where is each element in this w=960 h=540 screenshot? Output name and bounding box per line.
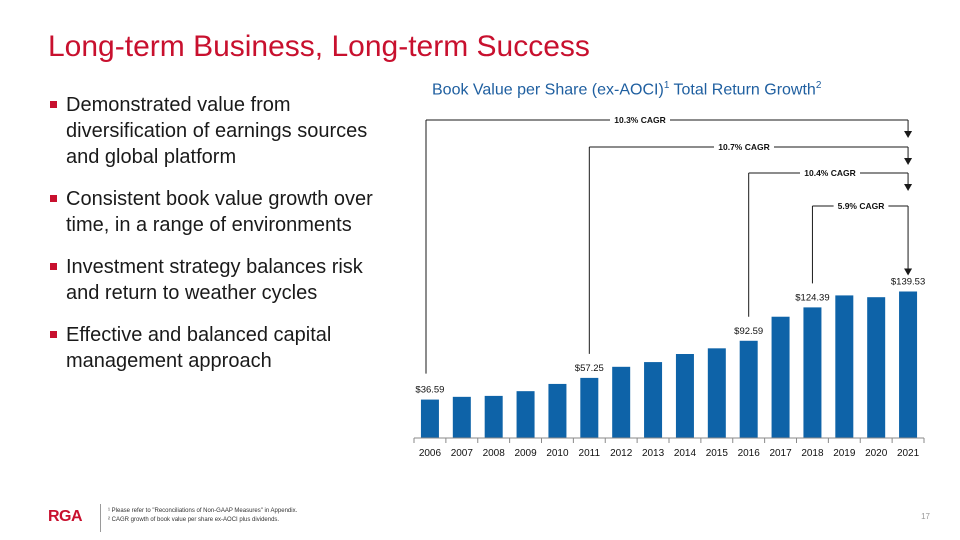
bullet-square-icon: [50, 195, 57, 202]
footnote-ref-2: 2: [815, 80, 822, 91]
bullet-square-icon: [50, 263, 57, 270]
footnotes: ¹ Please refer to "Reconciliations of No…: [108, 507, 297, 525]
down-arrow-icon: [904, 184, 913, 191]
bar-2016: [739, 340, 758, 438]
x-tick-label-2015: 2015: [706, 448, 729, 459]
bullet-text: Investment strategy balances risk and re…: [66, 256, 363, 304]
bullet-item: Demonstrated value from diversification …: [48, 92, 388, 170]
bar-2019: [835, 295, 854, 438]
x-tick-label-2021: 2021: [897, 448, 920, 459]
x-tick-label-2007: 2007: [451, 448, 474, 459]
x-tick-label-2018: 2018: [801, 448, 824, 459]
bar-2011: [580, 377, 599, 438]
bar-2017: [771, 316, 790, 438]
bar-2007: [452, 396, 471, 438]
x-tick-label-2020: 2020: [865, 448, 888, 459]
x-tick-label-2013: 2013: [642, 448, 665, 459]
bullet-text: Effective and balanced capital managemen…: [66, 324, 332, 372]
data-label-2016: $92.59: [734, 326, 763, 337]
cagr-label: 10.7% CAGR: [718, 142, 770, 152]
x-tick-label-2012: 2012: [610, 448, 633, 459]
footnote-1: ¹ Please refer to "Reconciliations of No…: [108, 508, 298, 514]
data-label-2021: $139.53: [891, 276, 925, 287]
bar-2009: [516, 391, 535, 438]
bullet-item: Investment strategy balances risk and re…: [48, 254, 388, 306]
x-tick-label-2017: 2017: [769, 448, 792, 459]
bar-2010: [548, 383, 567, 438]
bar-2013: [644, 362, 663, 438]
x-tick-label-2016: 2016: [738, 448, 761, 459]
down-arrow-icon: [904, 158, 913, 165]
bar-2014: [675, 354, 694, 438]
bar-2008: [484, 395, 503, 438]
bullet-square-icon: [50, 101, 57, 108]
chart-title-part1: Book Value per Share (ex-AOCI): [432, 81, 664, 99]
cagr-label: 10.4% CAGR: [804, 168, 856, 178]
bullet-item: Consistent book value growth over time, …: [48, 186, 388, 238]
chart-title: Book Value per Share (ex-AOCI)1 Total Re…: [432, 80, 821, 99]
bar-2018: [803, 307, 822, 438]
footnote-2: ² CAGR growth of book value per share ex…: [108, 517, 280, 523]
bullet-text: Demonstrated value from diversification …: [66, 94, 368, 168]
bullet-text: Consistent book value growth over time, …: [66, 188, 373, 236]
page-title: Long-term Business, Long-term Success: [48, 30, 590, 63]
down-arrow-icon: [904, 131, 913, 138]
x-tick-label-2010: 2010: [546, 448, 569, 459]
x-tick-label-2008: 2008: [483, 448, 506, 459]
data-label-2011: $57.25: [575, 363, 604, 374]
rga-logo: RGA: [48, 508, 83, 525]
bar-2006: [420, 399, 439, 438]
bullet-item: Effective and balanced capital managemen…: [48, 322, 388, 374]
footnote-ref-1: 1: [663, 80, 670, 91]
chart-title-part2: Total Return Growth: [669, 81, 816, 99]
footer-divider: [100, 504, 101, 532]
x-tick-label-2009: 2009: [514, 448, 537, 459]
bar-2021: [899, 291, 918, 438]
x-tick-label-2019: 2019: [833, 448, 856, 459]
book-value-bar-chart: 2006 2007 2008 2009 2010 2011 2012 2013 2014 2015…: [413, 115, 925, 459]
cagr-label: 10.3% CAGR: [614, 115, 666, 125]
bar-2012: [612, 366, 631, 438]
page-number: 17: [921, 512, 930, 521]
bar-2020: [867, 297, 886, 438]
data-label-2006: $36.59: [415, 385, 444, 396]
x-tick-label-2006: 2006: [419, 448, 442, 459]
cagr-label: 5.9% CAGR: [838, 201, 885, 211]
x-tick-label-2014: 2014: [674, 448, 697, 459]
data-label-2018: $124.39: [795, 292, 829, 303]
bar-2015: [707, 348, 726, 438]
bullet-square-icon: [50, 331, 57, 338]
x-tick-label-2011: 2011: [579, 448, 601, 459]
down-arrow-icon: [904, 268, 913, 276]
bullet-list: Demonstrated value from diversification …: [48, 92, 388, 390]
